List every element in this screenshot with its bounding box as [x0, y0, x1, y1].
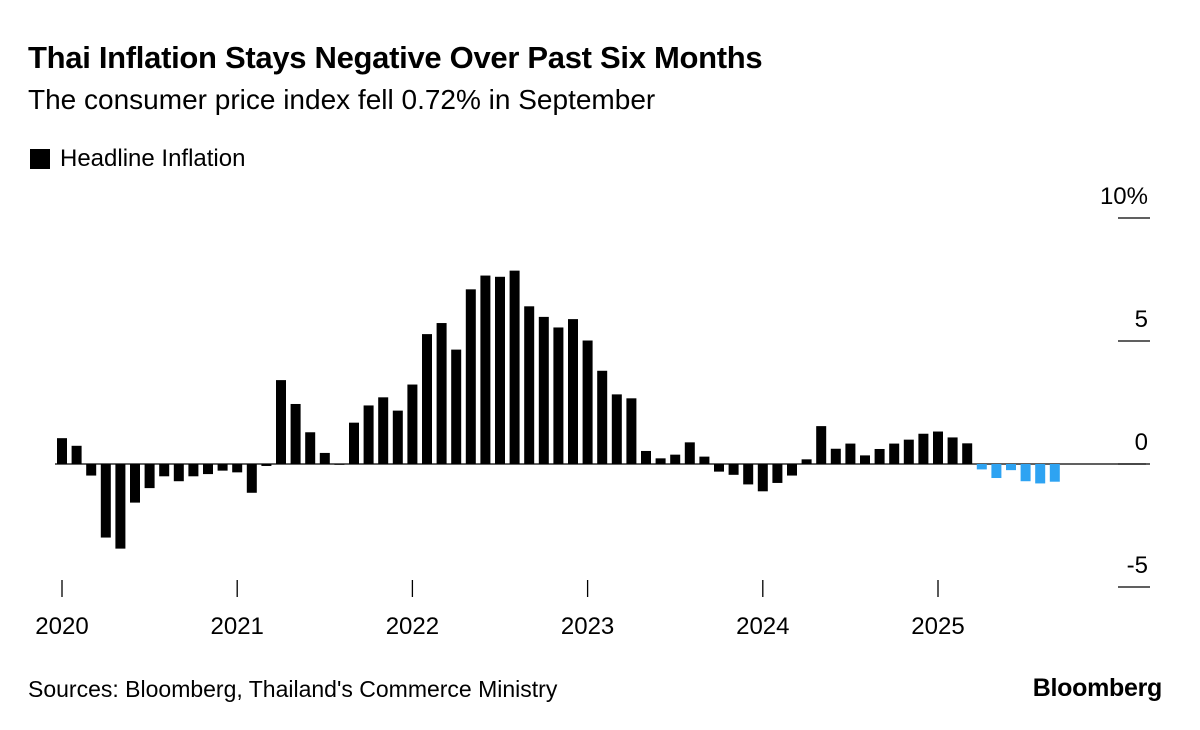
bar [305, 432, 316, 464]
bar [130, 464, 140, 503]
bar [611, 394, 622, 464]
bar [217, 464, 228, 471]
bar [538, 316, 549, 464]
bar [290, 403, 301, 464]
bar [860, 455, 870, 464]
chart-title: Thai Inflation Stays Negative Over Past … [28, 40, 763, 75]
bar [933, 431, 943, 464]
bar [787, 464, 797, 476]
bar [436, 323, 447, 464]
bar [830, 448, 841, 464]
x-tick-label: 2024 [736, 613, 789, 640]
bar [655, 458, 666, 464]
bar [451, 349, 462, 464]
bar [363, 405, 374, 464]
bar [71, 445, 82, 464]
bar [349, 422, 359, 464]
y-tick-label: 0 [1135, 429, 1148, 456]
bar [100, 464, 111, 538]
bar [1020, 464, 1031, 482]
bar [845, 443, 856, 464]
bar [568, 319, 578, 464]
legend: Headline Inflation [30, 145, 245, 173]
bar [743, 464, 754, 485]
bar [962, 443, 973, 464]
bar [465, 289, 476, 464]
x-tick-label: 2021 [211, 613, 264, 640]
bar [699, 456, 710, 464]
bar [801, 459, 812, 464]
bar [495, 276, 505, 464]
bar [626, 398, 637, 464]
bar [976, 464, 987, 470]
bar [582, 340, 593, 464]
bar [203, 464, 213, 475]
x-tick-label: 2022 [386, 613, 439, 640]
x-tick-label: 2020 [35, 613, 88, 640]
bar [246, 464, 257, 493]
bar [889, 443, 900, 464]
bar [641, 450, 651, 464]
bar [173, 464, 184, 482]
bar [1035, 464, 1046, 484]
bar [276, 380, 286, 464]
bar [407, 384, 418, 464]
bar [991, 464, 1002, 479]
bar [757, 464, 768, 492]
legend-label: Headline Inflation [60, 145, 246, 172]
bar [188, 464, 199, 477]
bar [232, 464, 243, 473]
legend-swatch [30, 149, 50, 169]
bar [553, 327, 564, 464]
y-tick-label: -5 [1127, 552, 1148, 579]
y-tick-label: 5 [1135, 306, 1148, 333]
bar [392, 410, 403, 464]
bar [684, 442, 695, 464]
bar [728, 464, 739, 475]
bar [714, 464, 724, 472]
bar [597, 370, 608, 464]
source-note: Sources: Bloomberg, Thailand's Commerce … [28, 676, 558, 702]
bar [947, 437, 958, 464]
bar [57, 438, 67, 464]
bar [670, 454, 681, 464]
bar [903, 439, 914, 464]
bar [1049, 464, 1060, 482]
y-tick-label: 10% [1100, 183, 1148, 210]
x-tick-label: 2025 [911, 613, 964, 640]
bar [816, 426, 827, 464]
bar [334, 464, 345, 465]
bar [524, 306, 535, 464]
bar [159, 464, 170, 477]
bar [261, 464, 272, 466]
bar [86, 464, 97, 476]
bar [319, 452, 330, 464]
bar [509, 270, 520, 464]
bar [144, 464, 155, 489]
x-tick-label: 2023 [561, 613, 614, 640]
bar [480, 275, 491, 464]
bar [874, 448, 885, 464]
chart-subtitle: The consumer price index fell 0.72% in S… [28, 84, 656, 115]
bar [115, 464, 126, 549]
bar [378, 397, 389, 464]
bar [772, 464, 783, 483]
bar [918, 433, 929, 464]
bar [1006, 464, 1016, 471]
bloomberg-logo: Bloomberg [1032, 674, 1163, 702]
bar [422, 334, 432, 464]
